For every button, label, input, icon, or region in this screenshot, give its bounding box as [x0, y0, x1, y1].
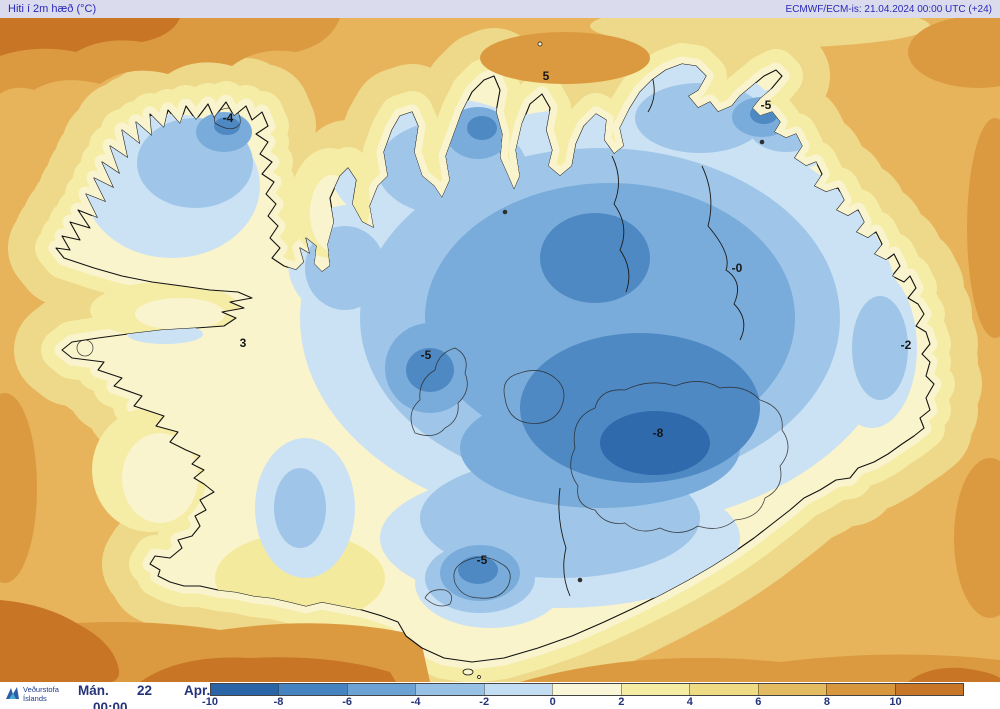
forecast-date: 22 — [137, 683, 153, 698]
scale-color-cell — [689, 684, 758, 695]
scale-color-cell — [483, 684, 553, 695]
scale-tick-label: -4 — [410, 696, 421, 708]
scale-color-cell — [211, 684, 279, 695]
footer: Veðurstofa Íslands Mán. 22 Apr. 00:00 -1… — [0, 682, 1000, 709]
model-run-info: ECMWF/ECM-is: 21.04.2024 00:00 UTC (+24) — [785, 3, 992, 15]
scale-tick-label: 2 — [618, 696, 625, 708]
scale-color-cell — [894, 684, 963, 695]
forecast-day: Mán. — [78, 683, 109, 698]
scale-color-cell — [552, 684, 621, 695]
scale-tick-label: 8 — [823, 696, 830, 708]
scale-color-cell — [620, 684, 690, 695]
temperature-scale: -10 -8 -6 -4 -2 0 2 4 6 8 10 — [202, 683, 964, 709]
scale-tick-label: 6 — [755, 696, 762, 708]
logo-text-line2: Íslands — [23, 694, 47, 703]
scale-tick-labels: -10 -8 -6 -4 -2 0 2 4 6 8 10 — [202, 696, 964, 709]
scale-tick-label: 10 — [889, 696, 902, 708]
contour-lines — [558, 75, 745, 597]
vedurstofa-logo[interactable]: Veðurstofa Íslands — [5, 685, 59, 703]
forecast-time: 00:00 — [93, 700, 128, 709]
scale-tick-label: -8 — [273, 696, 284, 708]
temperature-field — [76, 64, 917, 628]
scale-color-cell — [415, 684, 484, 695]
scale-color-cell — [826, 684, 895, 695]
scale-tick-label: 4 — [686, 696, 693, 708]
scale-tick-label: -2 — [479, 696, 490, 708]
topbar: Hiti í 2m hæð (°C) ECMWF/ECM-is: 21.04.2… — [0, 0, 1000, 18]
scale-color-cells — [210, 683, 964, 696]
map-area[interactable]: 5 -4 -5 -0 3 -5 -2 -8 -5 — [0, 18, 1000, 682]
scale-color-cell — [346, 684, 416, 695]
iceland-temperature-map — [0, 18, 1000, 682]
forecast-month: Apr. — [184, 683, 211, 698]
offshore-islands — [462, 41, 543, 679]
scale-color-cell — [278, 684, 347, 695]
scale-tick-label: -10 — [202, 696, 218, 708]
logo-text-line1: Veðurstofa — [23, 685, 59, 694]
map-title: Hiti í 2m hæð (°C) — [8, 3, 97, 15]
scale-color-cell — [757, 684, 827, 695]
scale-tick-label: 0 — [549, 696, 556, 708]
scale-tick-label: -6 — [342, 696, 352, 708]
vedurstofa-logo-icon — [6, 687, 19, 699]
